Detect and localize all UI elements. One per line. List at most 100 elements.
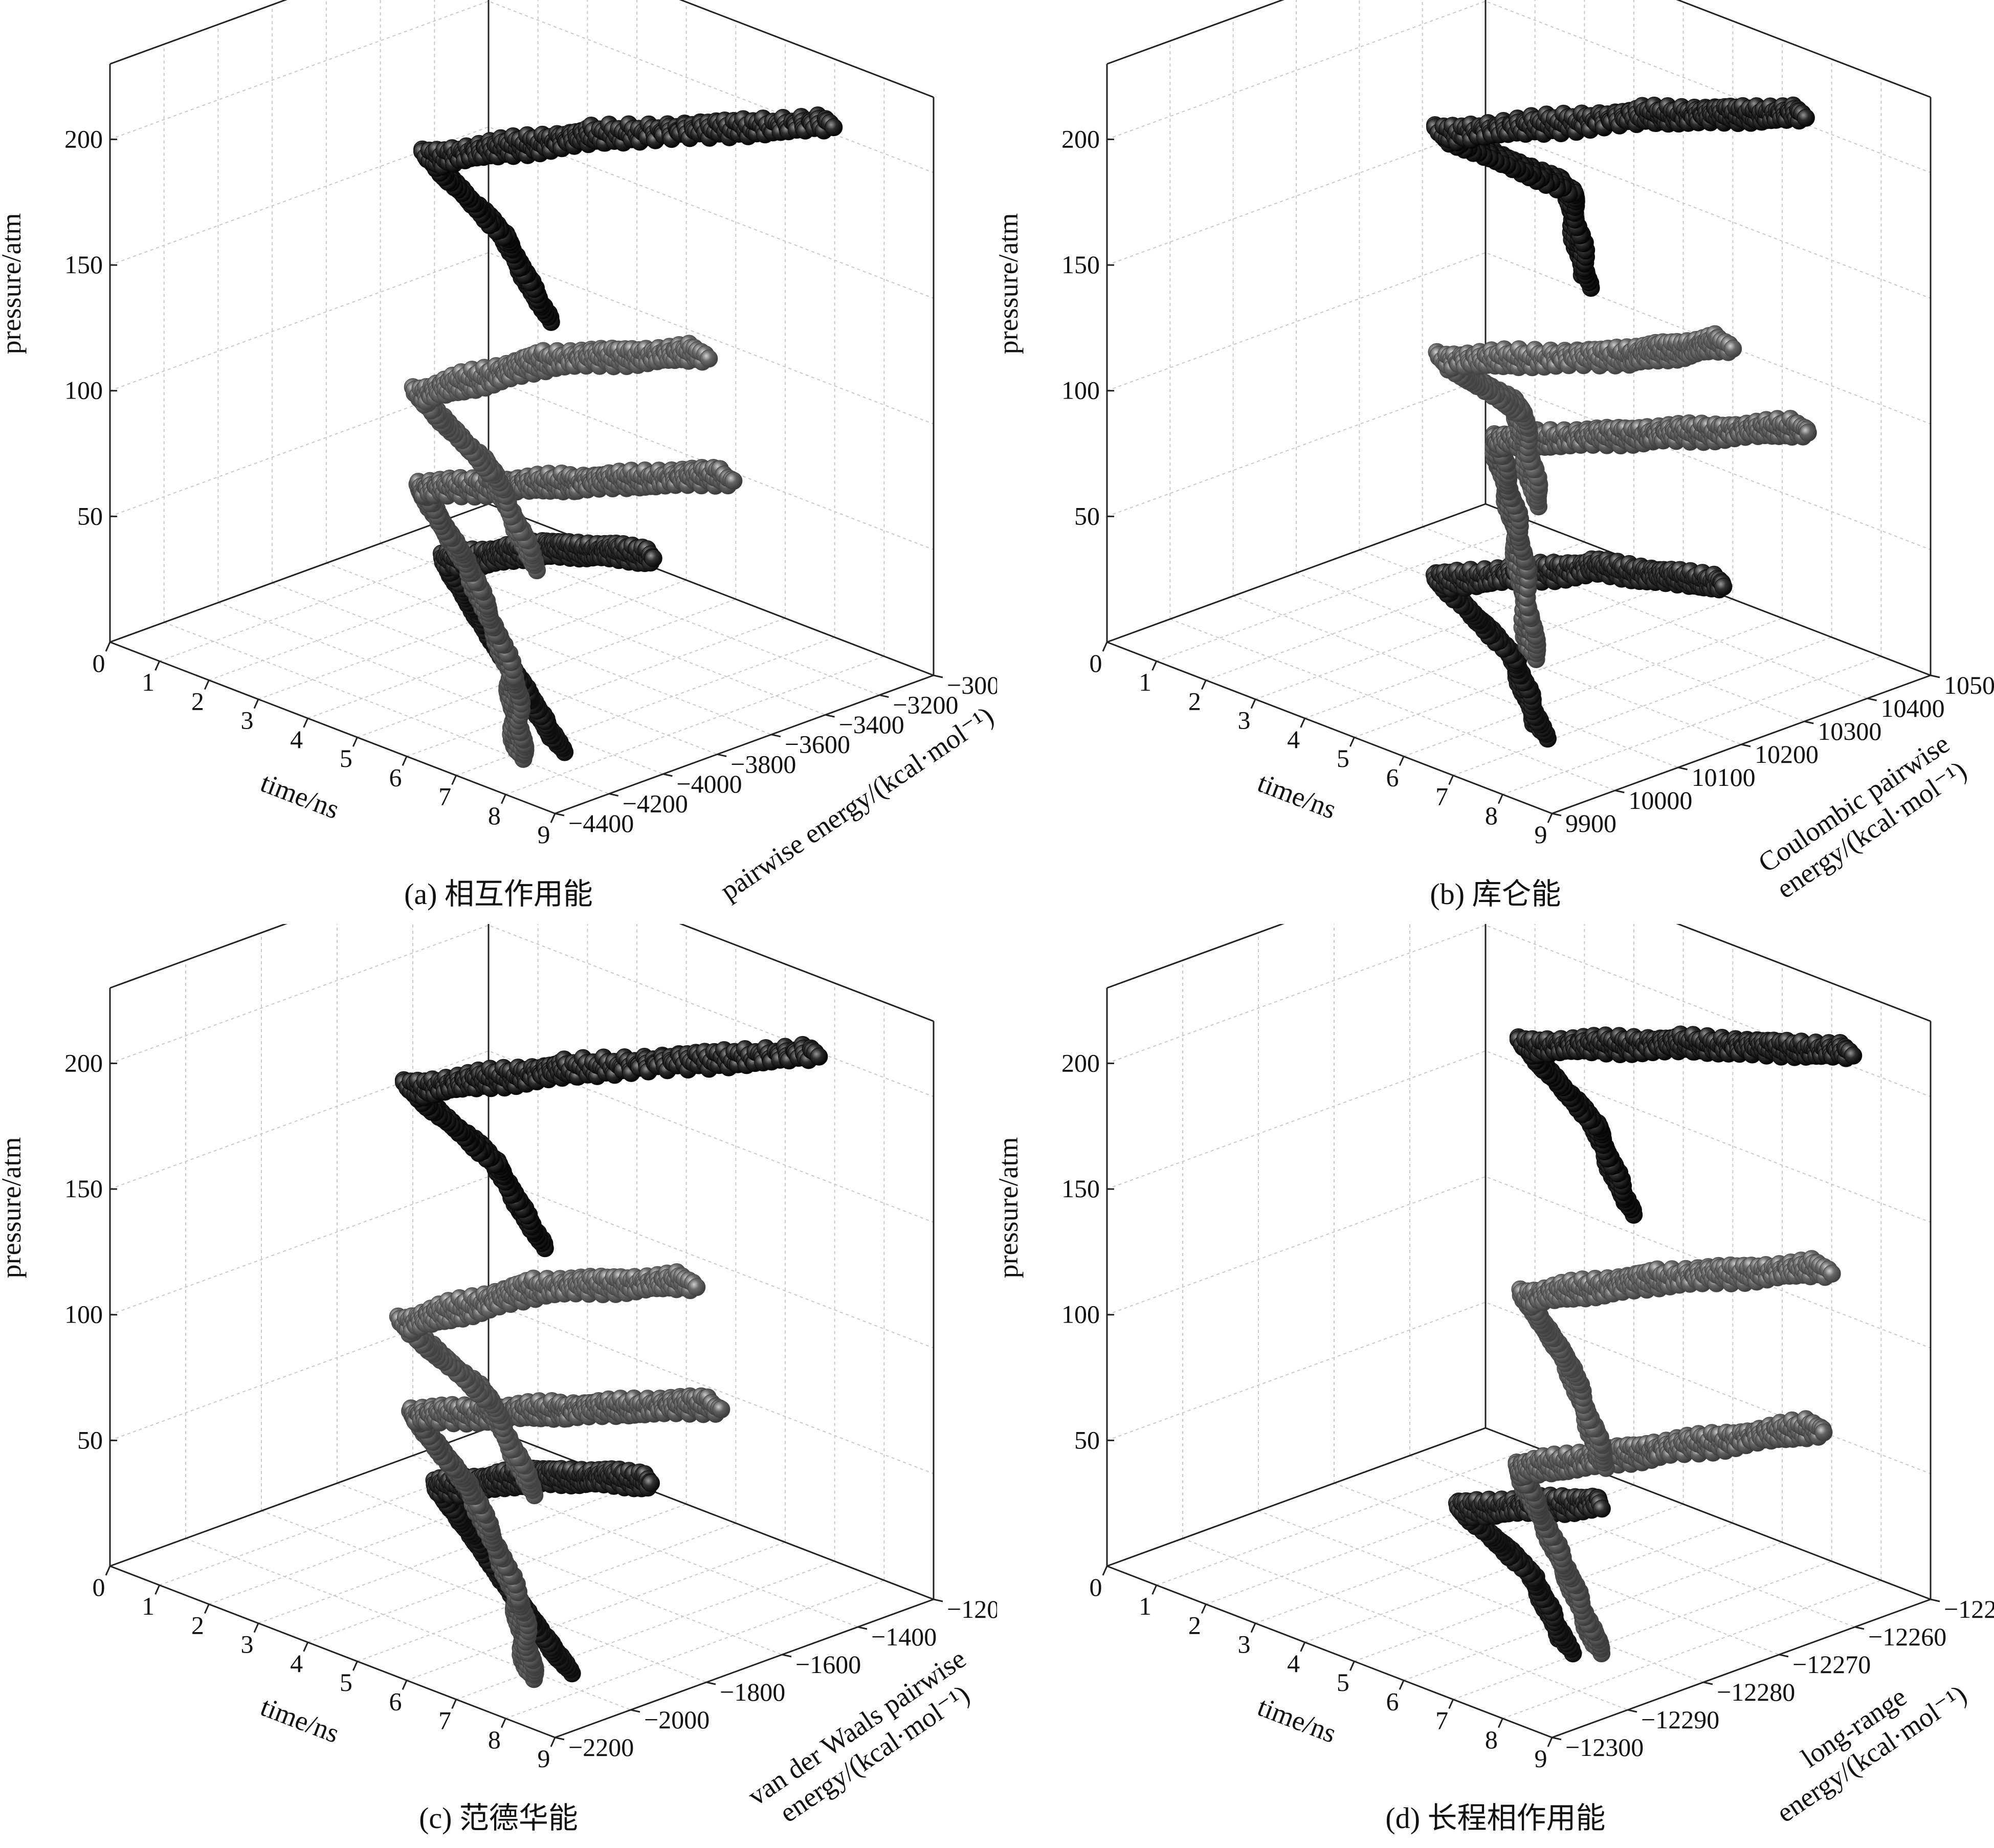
x-tick-label: 2 (1188, 687, 1201, 715)
x-axis-label: time/ns (1253, 767, 1340, 825)
x-tick-label: 9 (538, 820, 550, 849)
y-tick (630, 1709, 640, 1713)
x-tick (1399, 756, 1405, 766)
y-tick (555, 1736, 565, 1741)
y-tick (825, 714, 835, 718)
x-tick (253, 699, 259, 709)
box-edge (679, 924, 934, 1022)
caption-a: (a) 相互作用能 (404, 877, 593, 911)
x-tick-label: 7 (1435, 782, 1448, 811)
gridline-z (109, 126, 934, 299)
y-tick-label: 10100 (1692, 763, 1756, 791)
data-series (389, 1036, 828, 1688)
z-tick-label: 50 (1074, 501, 1100, 530)
data-point (1799, 424, 1817, 442)
x-tick (402, 1680, 408, 1690)
x-tick (1300, 718, 1306, 728)
x-tick-label: 1 (142, 1592, 154, 1620)
x-tick-label: 1 (142, 668, 154, 696)
x-tick-label: 4 (290, 725, 303, 754)
gridline-z (1106, 252, 1931, 425)
y-tick (933, 674, 943, 678)
y-tick-label: −4000 (676, 769, 742, 798)
box-edge (1106, 503, 1486, 643)
box-edge (109, 1565, 556, 1739)
x-tick-label: 2 (191, 1611, 204, 1639)
series-1 (408, 459, 743, 768)
box-edge (679, 0, 934, 98)
y-tick (717, 753, 727, 757)
x-tick-label: 4 (1287, 725, 1300, 754)
x-tick (500, 1718, 506, 1728)
x-tick (204, 1603, 210, 1614)
z-tick-label: 100 (1061, 376, 1100, 405)
y-tick (1741, 743, 1751, 747)
z-tick-label: 200 (64, 1048, 103, 1077)
y-tick-label: −2200 (568, 1733, 634, 1762)
box-edge (488, 503, 934, 676)
x-tick-label: 5 (340, 744, 352, 773)
panel-b: 50 100 150 200 0 1 2 3 4 5 6 7 8 9 9900 10000 10100 10200… (997, 0, 1994, 924)
x-tick (253, 1623, 259, 1633)
x-tick (352, 737, 358, 747)
series-3 (413, 106, 843, 331)
gridline-floor-y (1422, 526, 1868, 699)
y-tick-label: 10000 (1628, 786, 1692, 815)
z-tick-label: 200 (1061, 124, 1100, 153)
x-tick-label: 3 (1238, 706, 1251, 735)
x-tick (105, 1566, 111, 1576)
x-axis-label: time/ns (256, 767, 343, 825)
gridline-z (1106, 126, 1931, 299)
y-tick (1552, 812, 1562, 817)
x-tick-label: 5 (1337, 744, 1349, 773)
z-tick-label: 150 (64, 1174, 103, 1203)
data-point (825, 118, 843, 137)
x-tick-label: 6 (1386, 763, 1399, 791)
x-tick (1250, 699, 1256, 709)
gridline-z (1106, 1, 1931, 173)
x-tick-label: 9 (1535, 820, 1547, 849)
x-tick (1102, 642, 1108, 652)
x-tick (303, 718, 309, 728)
y-tick (1930, 674, 1940, 678)
x-tick-label: 6 (389, 1687, 402, 1715)
z-tick-label: 50 (77, 1425, 103, 1454)
gridline-z (1106, 378, 1931, 551)
y-tick-label: 10500 (1944, 671, 1994, 699)
y-tick-label: −3600 (785, 730, 850, 759)
x-tick-label: 0 (1090, 649, 1102, 677)
y-tick-label: −1200 (947, 1595, 997, 1623)
x-tick (105, 642, 111, 652)
data-point (724, 472, 743, 490)
z-tick-label: 100 (64, 376, 103, 405)
x-tick-label: 6 (389, 763, 402, 791)
y-tick (1678, 766, 1688, 771)
z-axis-label: pressure/atm (997, 213, 1024, 354)
y-tick (1615, 789, 1625, 794)
x-tick (550, 813, 556, 823)
x-tick-label: 8 (1485, 801, 1498, 830)
series-1 (1485, 410, 1817, 668)
z-tick-label: 150 (1061, 250, 1100, 279)
x-tick (500, 794, 506, 804)
x-tick-label: 7 (438, 782, 451, 811)
y-tick-label: 9900 (1565, 809, 1616, 838)
y-tick (933, 1598, 943, 1602)
panel-c: 50 100 150 200 0 1 2 3 4 5 6 7 8 9 −2200 −2000 −1800 −160… (0, 924, 997, 1848)
x-tick-label: 4 (290, 1649, 303, 1678)
x-tick (154, 661, 161, 671)
y-tick (1867, 697, 1877, 701)
x-tick-label: 7 (438, 1706, 451, 1735)
x-tick-label: 0 (93, 1573, 105, 1601)
gridline-floor-x (406, 1542, 786, 1681)
gridline-floor-x (1403, 618, 1783, 757)
series-3 (1426, 96, 1815, 297)
box-edge (109, 503, 489, 643)
x-tick-label: 8 (488, 801, 501, 830)
x-tick (1151, 661, 1158, 671)
x-tick-label: 3 (241, 706, 254, 735)
y-tick-label: −1600 (795, 1650, 861, 1679)
box-edge (109, 924, 287, 989)
